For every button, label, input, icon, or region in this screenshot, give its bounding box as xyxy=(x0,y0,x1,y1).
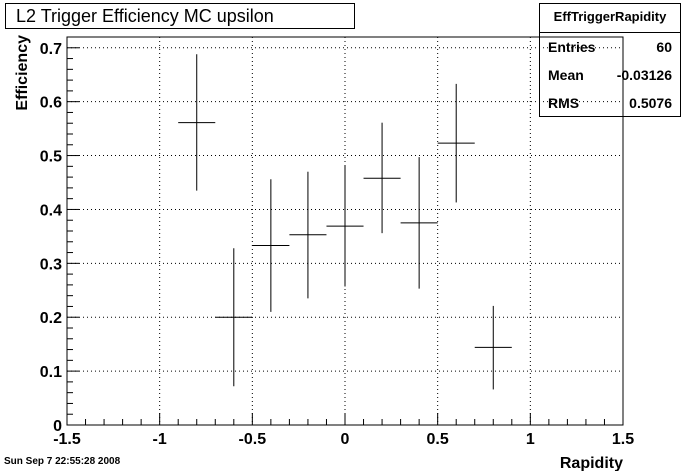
x-tick-label: 0 xyxy=(341,431,350,448)
y-tick-label: 0.6 xyxy=(40,95,62,112)
x-tick-label: -1 xyxy=(153,431,167,448)
y-tick-label: 0.4 xyxy=(40,202,62,219)
stats-mean-value: -0.03126 xyxy=(616,67,672,83)
y-tick-label: 0.5 xyxy=(40,149,62,166)
stats-mean-label: Mean xyxy=(548,67,584,83)
stats-entries-label: Entries xyxy=(548,39,596,55)
stats-row-rms: RMS 0.5076 xyxy=(540,89,680,117)
stats-box: EffTriggerRapidity Entries 60 Mean -0.03… xyxy=(539,3,681,117)
x-tick-label: 0.5 xyxy=(427,431,449,448)
y-tick-label: 0 xyxy=(53,418,62,435)
stats-rms-label: RMS xyxy=(548,95,580,111)
y-tick-label: 0.1 xyxy=(40,364,62,381)
y-axis-title: Efficiency xyxy=(14,35,31,111)
x-tick-label: -1.5 xyxy=(53,431,81,448)
x-tick-label: 1 xyxy=(526,431,535,448)
x-tick-label: 1.5 xyxy=(612,431,634,448)
stats-row-mean: Mean -0.03126 xyxy=(540,61,680,89)
timestamp: Sun Sep 7 22:55:28 2008 xyxy=(4,456,121,467)
y-tick-label: 0.7 xyxy=(40,41,62,58)
y-tick-label: 0.2 xyxy=(40,310,62,327)
x-axis-title: Rapidity xyxy=(560,455,623,471)
stats-rms-value: 0.5076 xyxy=(629,95,672,111)
y-tick-label: 0.3 xyxy=(40,256,62,273)
stats-title: EffTriggerRapidity xyxy=(540,4,680,33)
stats-entries-value: 60 xyxy=(656,39,672,55)
chart-title: L2 Trigger Efficiency MC upsilon xyxy=(5,3,355,29)
stats-row-entries: Entries 60 xyxy=(540,33,680,61)
x-tick-label: -0.5 xyxy=(239,431,267,448)
